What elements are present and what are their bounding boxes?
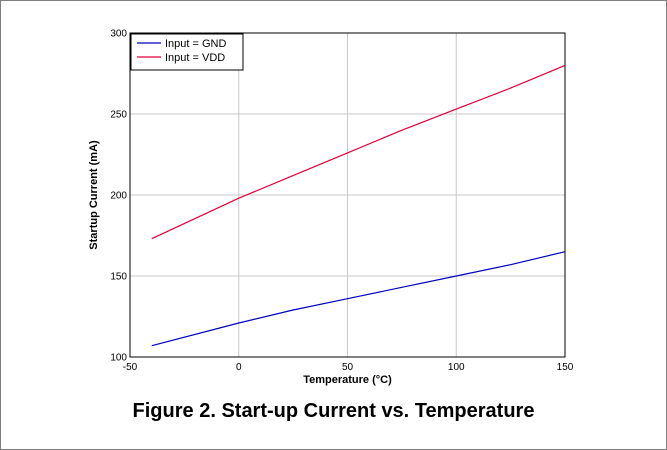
series-lines [151, 64, 566, 347]
series-line-2 [151, 64, 566, 240]
x-axis-label: Temperature (°C) [303, 374, 392, 386]
y-axis-label: Startup Current (mA) [88, 140, 100, 250]
x-tick-label: 50 [342, 362, 354, 373]
y-tick-label: 100 [110, 353, 127, 364]
legend-box [130, 33, 244, 71]
y-axis-ticks: 100 150 200 250 300 [110, 29, 127, 364]
line-chart: -50 0 50 100 150 100 150 200 250 300 Input = GND… [88, 29, 574, 387]
legend: Input = GND Input = VDD [130, 33, 244, 71]
x-tick-label: 0 [236, 362, 242, 373]
legend-entry-1: Input = GND [165, 38, 227, 50]
series-line-1 [151, 251, 566, 347]
x-axis-ticks: -50 0 50 100 150 [123, 362, 574, 373]
y-tick-label: 250 [110, 110, 127, 121]
y-tick-label: 150 [110, 272, 127, 283]
plot-area-border [129, 32, 566, 358]
figure-caption: Figure 2. Start-up Current vs. Temperatu… [132, 400, 535, 422]
y-tick-label: 200 [110, 191, 127, 202]
y-tick-label: 300 [110, 29, 127, 40]
legend-entry-2: Input = VDD [165, 52, 225, 64]
x-tick-label: 150 [557, 362, 574, 373]
x-tick-label: 100 [448, 362, 465, 373]
grid-lines [130, 33, 565, 357]
x-tick-label: -50 [123, 362, 138, 373]
